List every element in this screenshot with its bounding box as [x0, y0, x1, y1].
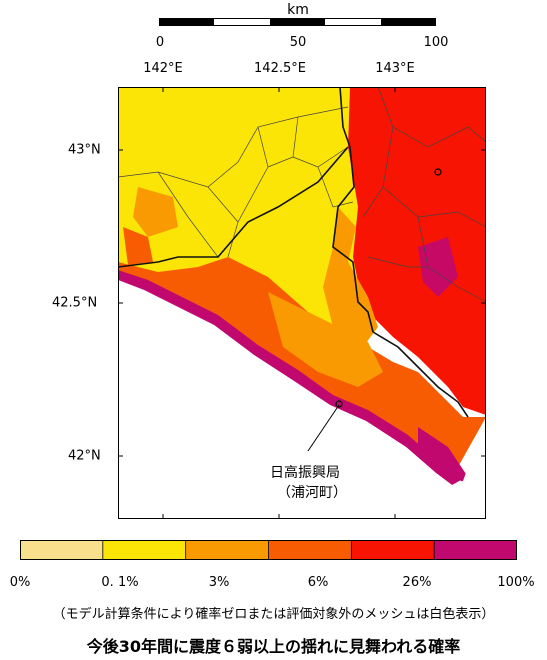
lon-label-142: 142°E: [143, 61, 183, 76]
scale-unit-label: km: [287, 2, 309, 18]
legend-swatch-1: [102, 540, 187, 560]
lon-label-143: 143°E: [375, 61, 415, 76]
lon-label-142-5: 142.5°E: [254, 61, 306, 76]
lat-label-42: 42°N: [68, 448, 101, 464]
orange-patch-west: [133, 187, 178, 237]
land-orange-wedge: [268, 292, 383, 387]
legend-tick-26: 26%: [402, 575, 432, 590]
legend-tick-0-1: 0. 1%: [101, 575, 139, 590]
legend-swatch-4: [351, 540, 435, 560]
map-title: 今後30年間に震度６弱以上の揺れに見舞われる確率: [86, 637, 461, 656]
lat-label-42-5: 42.5°N: [52, 295, 98, 311]
land-red-zone-east: [348, 87, 486, 415]
legend-tick-100: 100%: [497, 575, 535, 590]
map-note: （モデル計算条件により確率ゼロまたは評価対象外のメッシュは白色表示）: [52, 607, 495, 622]
office-marker: [335, 400, 343, 408]
municipal-boundaries: [118, 87, 486, 303]
land-orange-zone: [323, 207, 378, 347]
legend-tick-6: 6%: [307, 575, 329, 590]
scale-tick-100: 100: [423, 35, 449, 50]
subprefecture-boundaries: [118, 87, 469, 418]
scale-tick-0: 0: [155, 35, 165, 50]
cape-purple: [418, 427, 468, 482]
red-patch-west: [123, 227, 153, 265]
office-callout-line: [307, 404, 340, 452]
legend-swatch-3: [268, 540, 352, 560]
legend-tick-0: 0%: [9, 575, 31, 590]
legend-swatch-0: [20, 540, 104, 560]
coast-purple-strip: [118, 270, 463, 485]
land-red-zone-south: [118, 257, 486, 467]
sea-area: [118, 280, 486, 519]
legend-swatch-5: [434, 540, 517, 560]
scale-tick-50: 50: [289, 35, 307, 50]
legend-swatch-2: [185, 540, 269, 560]
land-yellow-zone: [118, 87, 363, 327]
lat-label-43: 43°N: [68, 142, 101, 158]
purple-patch-east: [418, 237, 458, 297]
legend-colorbar: [20, 540, 517, 560]
city-marker-east: [434, 168, 442, 176]
legend-tick-3: 3%: [208, 575, 230, 590]
scale-bar: [159, 18, 436, 26]
hazard-map: [118, 87, 486, 519]
office-town-label: （浦河町）: [277, 485, 347, 501]
office-label: 日高振興局: [270, 465, 340, 481]
